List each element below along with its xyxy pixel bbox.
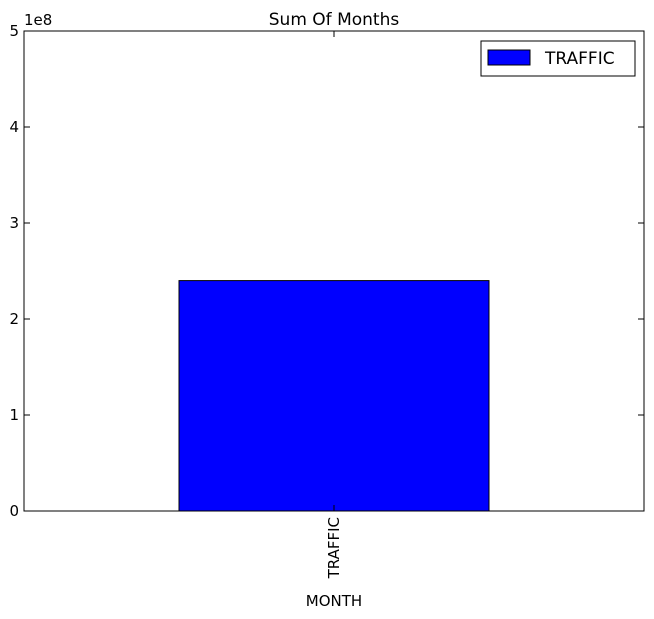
legend-swatch (487, 49, 531, 66)
x-tick-label: TRAFFIC (325, 517, 343, 579)
chart-title: Sum Of Months (269, 10, 400, 30)
y-tick-label: 5 (9, 22, 19, 40)
bars-group (178, 280, 490, 512)
y-tick-label: 1 (9, 406, 19, 424)
y-tick-label: 2 (9, 310, 19, 328)
legend-label: TRAFFIC (544, 49, 615, 69)
y-tick-label: 0 (9, 502, 19, 520)
y-offset-label: 1e8 (24, 11, 52, 29)
x-axis-label: MONTH (306, 592, 362, 610)
legend[interactable]: TRAFFIC (480, 40, 636, 77)
bar-traffic (178, 280, 490, 512)
y-tick-label: 4 (9, 118, 19, 136)
y-axis: 0 1 2 3 4 5 (9, 22, 644, 520)
y-tick-label: 3 (9, 214, 19, 232)
x-axis: TRAFFIC (325, 31, 343, 579)
